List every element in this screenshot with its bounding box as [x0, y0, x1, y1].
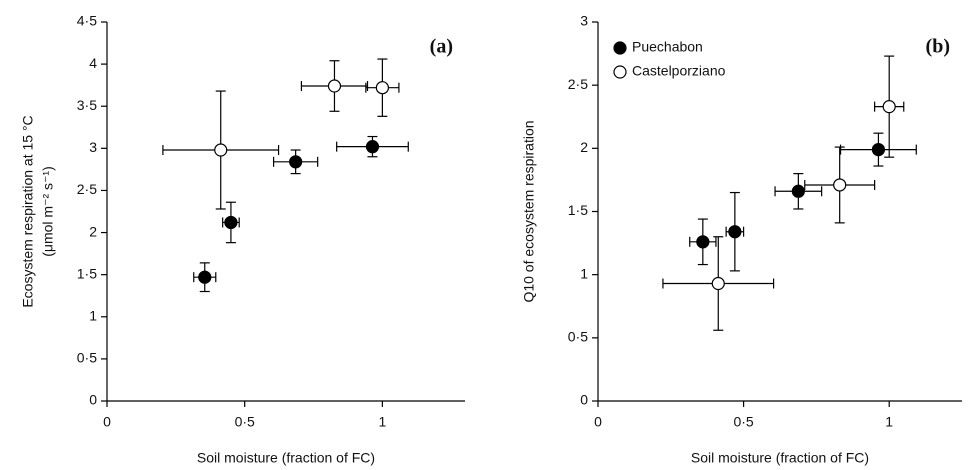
- point: [711, 276, 725, 291]
- x-tick-label: 1: [378, 414, 386, 430]
- x-tick-label: 0·5: [733, 414, 753, 430]
- x-axis-title: Soil moisture (fraction of FC): [691, 450, 869, 466]
- point: [198, 270, 212, 284]
- y-tick-label: 2: [580, 139, 588, 155]
- legend-label: Puechabon: [632, 39, 703, 55]
- y-tick-label: 0: [580, 392, 588, 408]
- y-tick-label: 1·5: [568, 202, 588, 218]
- point: [224, 215, 238, 230]
- legend-marker: [613, 65, 627, 79]
- point: [289, 155, 303, 169]
- legend-label: Castelporziano: [632, 63, 726, 79]
- point: [696, 235, 710, 249]
- point: [871, 142, 886, 157]
- point: [791, 184, 805, 198]
- panel-label: (b): [926, 36, 950, 58]
- y-tick-label: 2·5: [568, 76, 588, 92]
- point: [375, 81, 389, 95]
- point: [833, 178, 847, 192]
- y-tick-label: 2: [89, 223, 97, 239]
- y-tick-label: 3·5: [77, 97, 97, 113]
- x-tick-label: 0: [103, 414, 111, 430]
- x-tick-label: 1: [885, 414, 893, 430]
- point: [214, 143, 228, 157]
- y-tick-label: 0: [89, 392, 97, 408]
- y-tick-label: 0·5: [77, 350, 97, 366]
- panel-label: (a): [430, 36, 453, 58]
- x-tick-label: 0: [594, 414, 602, 430]
- y-tick-label: 4·5: [77, 13, 97, 29]
- point: [728, 225, 742, 239]
- y-tick-label: 2·5: [77, 181, 97, 197]
- y-tick-label: 1: [89, 307, 97, 323]
- y-axis-title: Ecosystem respiration at 15 °C: [20, 115, 36, 307]
- y-tick-label: 4: [89, 55, 97, 71]
- y-tick-label: 3: [580, 13, 588, 29]
- y-axis-title: Q10 of ecosystem respiration: [521, 120, 537, 302]
- point: [882, 100, 896, 114]
- y-tick-label: 1·5: [77, 265, 97, 281]
- x-tick-label: 0·5: [235, 414, 255, 430]
- x-axis-title: Soil moisture (fraction of FC): [197, 450, 375, 466]
- y-axis-title: (μmol m⁻² s⁻¹): [40, 166, 56, 257]
- y-tick-label: 3: [89, 139, 97, 155]
- point: [365, 140, 380, 154]
- point: [327, 79, 342, 93]
- legend-marker: [613, 41, 627, 55]
- y-tick-label: 0·5: [568, 329, 588, 345]
- y-tick-label: 1: [580, 265, 588, 281]
